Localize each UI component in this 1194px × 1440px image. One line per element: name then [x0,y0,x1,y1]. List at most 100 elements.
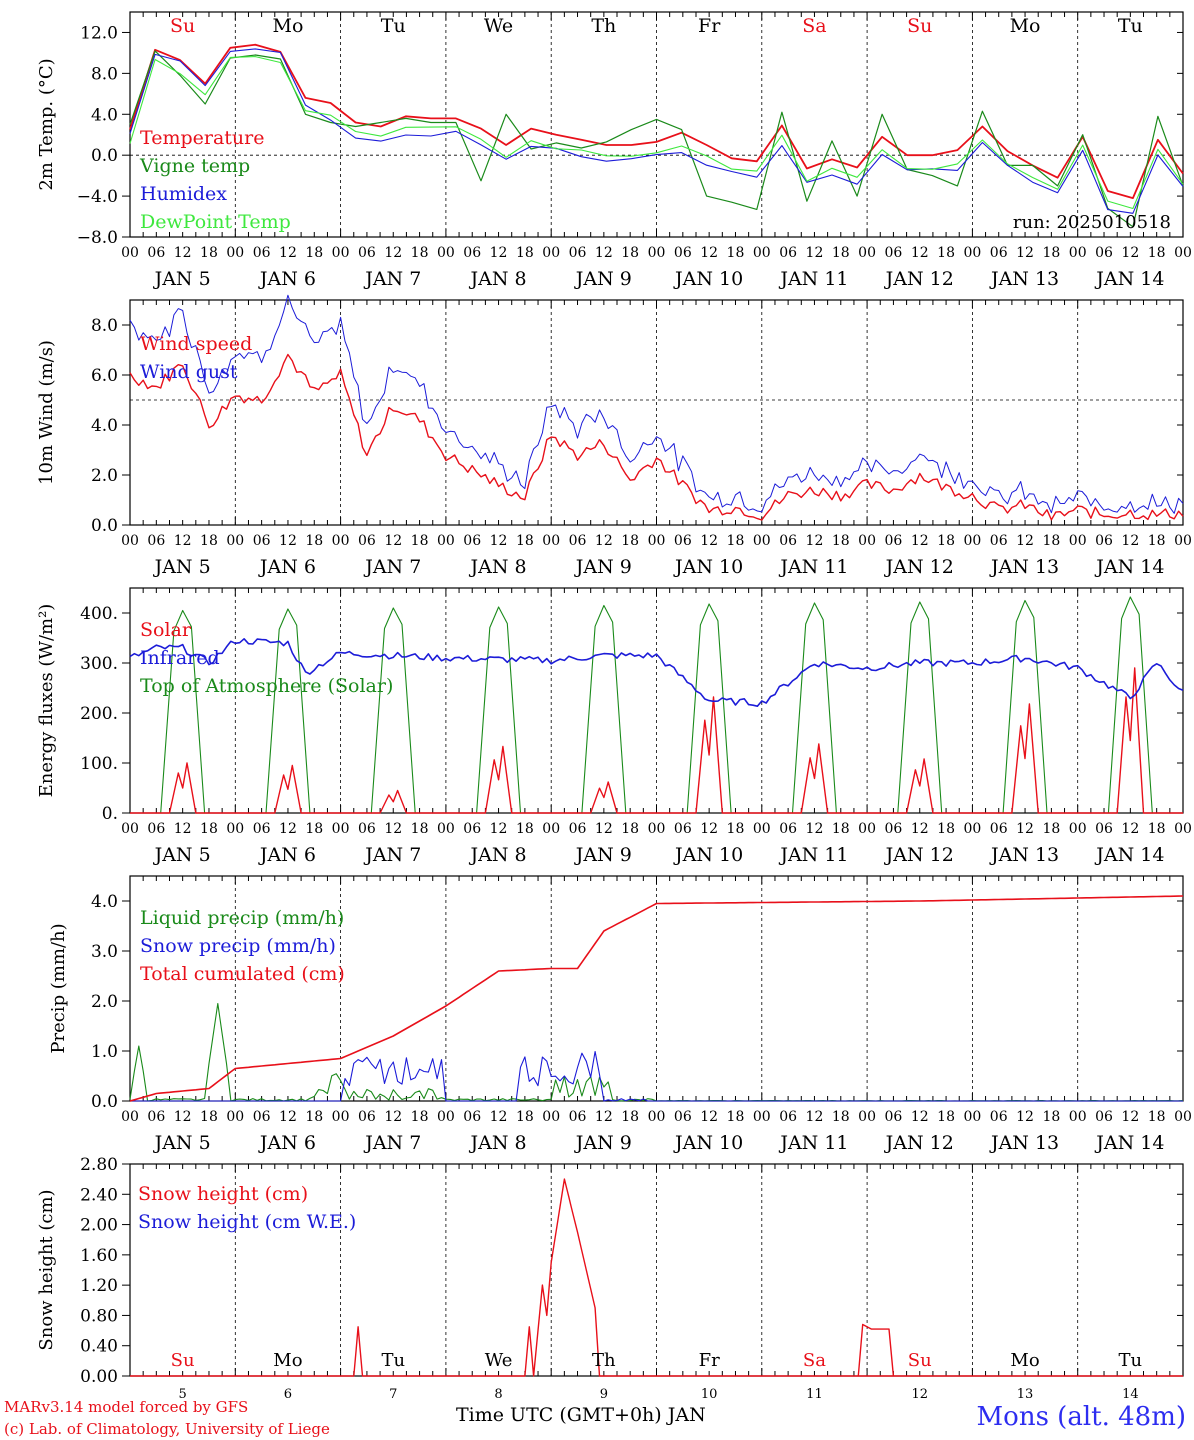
hour-tick-label: 12 [1121,245,1139,261]
hour-tick-label: 12 [595,1109,613,1125]
hour-tick-label: 00 [1069,821,1087,837]
hour-tick-label: 12 [911,1109,929,1125]
hour-tick-label: 06 [569,533,587,549]
day-name-label: We [484,15,513,37]
hour-tick-label: 18 [621,245,639,261]
day-name-label: Mo [273,1350,302,1371]
hour-tick-label: 06 [463,821,481,837]
hour-tick-label: 00 [1069,1109,1087,1125]
hour-tick-label: 06 [358,245,376,261]
legend-entry: Snow height (cm W.E.) [138,1211,356,1233]
date-label: JAN 7 [363,556,421,578]
day-number-label: 12 [911,1387,928,1402]
hour-tick-label: 06 [885,245,903,261]
lab-credit: (c) Lab. of Climatology, University of L… [4,1420,330,1438]
hour-tick-label: 12 [595,821,613,837]
date-label: JAN 14 [1094,268,1164,290]
hour-tick-label: 00 [332,1109,350,1125]
day-name-label: Su [170,15,195,37]
hour-tick-label: 18 [621,1109,639,1125]
day-name-label: Tu [1119,1350,1143,1371]
date-label: JAN 7 [363,844,421,866]
y-tick-label: 100. [80,754,118,774]
hour-tick-label: 18 [621,821,639,837]
date-label: JAN 14 [1094,1132,1164,1154]
day-name-label: Sa [803,1350,826,1371]
hour-tick-label: 00 [1174,533,1192,549]
hour-tick-label: 06 [990,821,1008,837]
y-tick-label: 4.0 [91,416,118,436]
hour-tick-label: 18 [727,1109,745,1125]
series-line-snow-height-plateau [857,1323,895,1377]
hour-tick-label: 12 [1121,1109,1139,1125]
hour-tick-label: 00 [121,821,139,837]
hour-tick-label: 00 [437,245,455,261]
hour-tick-label: 00 [226,1109,244,1125]
legend-entry: Total cumulated (cm) [140,963,345,985]
y-tick-label: 0.0 [91,516,118,536]
series-line-temperature [129,43,1184,200]
legend-entry: Humidex [140,183,227,205]
date-label: JAN 9 [574,844,632,866]
y-axis-label: 10m Wind (m/s) [36,340,57,485]
series-line-dewpoint [129,56,1184,210]
hour-tick-label: 06 [779,245,797,261]
hour-tick-label: 18 [937,821,955,837]
run-annotation: run: 2025010518 [1013,212,1171,233]
hour-tick-label: 18 [516,821,534,837]
legend-entry: Snow precip (mm/h) [140,935,336,957]
hour-tick-label: 06 [674,533,692,549]
hour-tick-label: 18 [621,533,639,549]
hour-tick-label: 00 [1069,533,1087,549]
legend-entry: Vigne temp [139,155,250,177]
series-line-snow-height [130,1178,1183,1377]
hour-tick-label: 12 [384,245,402,261]
hour-tick-label: 12 [1016,821,1034,837]
date-label: JAN 8 [469,1132,527,1154]
hour-tick-label: 12 [1016,245,1034,261]
hour-tick-label: 06 [253,1109,271,1125]
hour-tick-label: 18 [305,1109,323,1125]
date-label: JAN 5 [153,556,211,578]
hour-tick-label: 00 [858,533,876,549]
hour-tick-label: 00 [226,821,244,837]
hour-tick-label: 12 [279,245,297,261]
hour-tick-label: 06 [1095,245,1113,261]
time-axis-label: Time UTC (GMT+0h) JAN [456,1404,706,1426]
hour-tick-label: 12 [279,533,297,549]
date-label: JAN 13 [989,268,1059,290]
series-line-wind-speed [129,353,1184,521]
y-tick-label: 0.40 [80,1337,118,1357]
y-tick-label: 8.0 [91,64,118,84]
hour-tick-label: 12 [1016,533,1034,549]
hour-tick-label: 12 [1121,533,1139,549]
day-number-label: 14 [1122,1387,1139,1402]
series-line-solar [130,667,1183,814]
day-name-label: Tu [381,1350,405,1371]
hour-tick-label: 00 [753,821,771,837]
series-line-wind-gust [129,294,1184,514]
hour-tick-label: 12 [384,821,402,837]
legend-entry: Wind gust [140,361,238,383]
hour-tick-label: 06 [358,1109,376,1125]
date-label: JAN 8 [469,268,527,290]
hour-tick-label: 06 [569,1109,587,1125]
y-tick-label: 4.0 [91,105,118,125]
date-label: JAN 12 [884,1132,954,1154]
hour-tick-label: 18 [305,245,323,261]
date-label: JAN 9 [574,268,632,290]
hour-tick-label: 06 [674,821,692,837]
hour-tick-label: 00 [753,1109,771,1125]
hour-tick-label: 00 [226,245,244,261]
day-number-label: 6 [284,1387,292,1402]
panel-3: 0. 100. 200. 300. 400. Energy fluxes (W/m²) 00… [36,587,1192,866]
hour-tick-label: 06 [147,821,165,837]
date-label: JAN 5 [153,268,211,290]
station-label: Mons (alt. 48m) [976,1402,1186,1432]
date-label: JAN 9 [574,1132,632,1154]
day-number-label: 10 [701,1387,718,1402]
date-label: JAN 8 [469,556,527,578]
hour-tick-label: 18 [305,533,323,549]
y-tick-label: 200. [80,704,118,724]
